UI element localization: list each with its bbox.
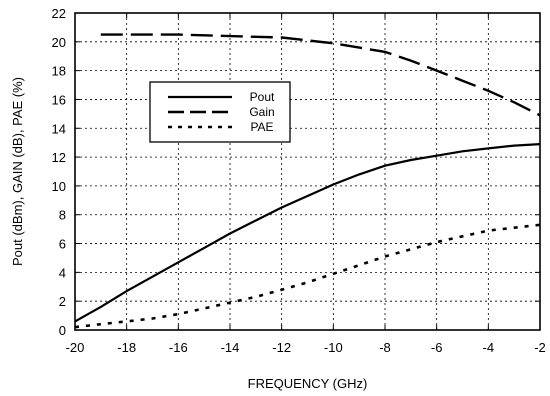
- x-tick-label: -16: [169, 340, 188, 355]
- y-tick-label: 10: [52, 179, 66, 194]
- x-tick-label: -12: [272, 340, 291, 355]
- y-tick-label: 4: [59, 265, 66, 280]
- legend-label-pout: Pout: [250, 90, 275, 104]
- x-axis-ticks: -20 -18 -16 -14 -12 -10 -8 -6 -4 -2: [66, 13, 546, 355]
- series-layer: [74, 33, 541, 329]
- y-tick-label: 6: [59, 237, 66, 252]
- y-tick-label: 8: [59, 208, 66, 223]
- y-tick-label: 12: [52, 150, 66, 165]
- y-axis-title: Pout (dBm), GAIN (dB), PAE (%): [10, 77, 25, 266]
- y-tick-label: 14: [52, 121, 66, 136]
- y-tick-label: 0: [59, 323, 66, 338]
- y-tick-label: 22: [52, 6, 66, 21]
- x-tick-label: -20: [66, 340, 85, 355]
- y-tick-label: 18: [52, 64, 66, 79]
- grid-lines: [75, 13, 540, 330]
- y-tick-label: 20: [52, 35, 66, 50]
- y-tick-label: 16: [52, 92, 66, 107]
- y-tick-label: 2: [59, 294, 66, 309]
- x-tick-label: -2: [534, 340, 546, 355]
- y-axis-ticks: 0 2 4 6 8 10 12 14 16 18 20 22: [52, 6, 540, 338]
- x-tick-label: -4: [483, 340, 495, 355]
- x-tick-label: -6: [431, 340, 443, 355]
- x-axis-title: FREQUENCY (GHz): [248, 376, 368, 391]
- x-tick-label: -14: [221, 340, 240, 355]
- legend-label-gain: Gain: [249, 105, 274, 119]
- x-tick-label: -10: [324, 340, 343, 355]
- x-tick-label: -8: [379, 340, 391, 355]
- series-line-pout: [74, 143, 541, 323]
- x-tick-label: -18: [117, 340, 136, 355]
- plot-frame: [74, 12, 541, 331]
- legend-label-pae: PAE: [250, 120, 273, 134]
- series-line-gain: [100, 33, 541, 117]
- series-line-pae: [74, 223, 541, 329]
